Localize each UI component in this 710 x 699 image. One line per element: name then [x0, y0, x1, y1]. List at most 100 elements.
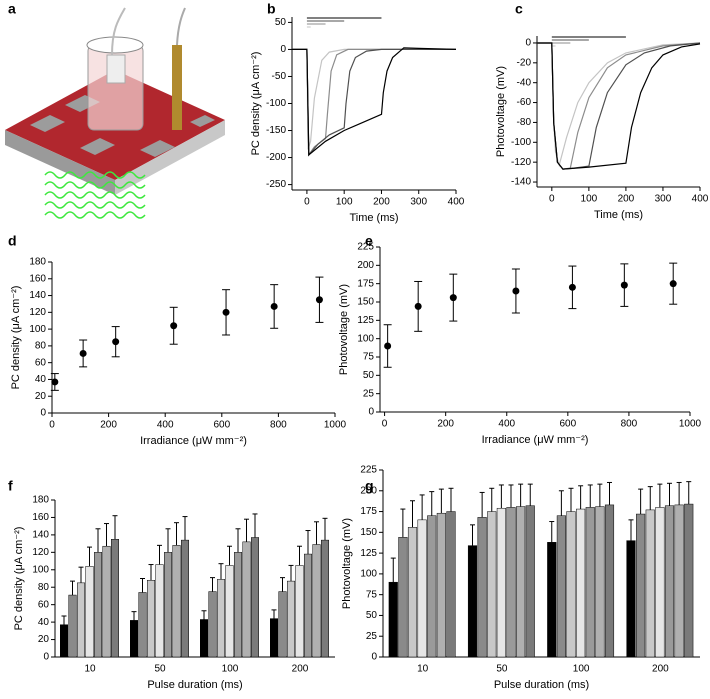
- y-tick-label: 20: [35, 391, 47, 402]
- bar: [487, 511, 497, 658]
- bar: [111, 539, 119, 658]
- bar: [321, 539, 329, 658]
- bar: [655, 507, 665, 658]
- bar: [388, 581, 398, 658]
- y-tick-label: 25: [363, 388, 375, 399]
- x-tick-label: 1000: [324, 420, 347, 431]
- counter-electrode: [172, 45, 182, 130]
- y-tick-label: 125: [357, 315, 374, 326]
- y-tick-label: 160: [32, 512, 49, 523]
- reference-electrode: [106, 54, 126, 84]
- x-tick-label: 200: [373, 197, 390, 208]
- y-tick-label: 80: [38, 582, 50, 593]
- y-tick-label: 60: [38, 599, 50, 610]
- x-axis-label: Time (ms): [594, 209, 643, 221]
- trace: [292, 48, 456, 150]
- bar: [525, 505, 535, 658]
- bar: [626, 540, 636, 658]
- point: [112, 338, 120, 346]
- x-tick-label: 300: [410, 197, 427, 208]
- y-tick-label: 180: [32, 495, 49, 506]
- y-tick-label: -150: [266, 125, 286, 136]
- y-tick-label: 225: [360, 465, 377, 476]
- bar: [147, 579, 155, 658]
- bar: [407, 527, 418, 658]
- y-axis-label: Photovoltage (mV): [495, 66, 507, 157]
- y-tick-label: -120: [511, 157, 531, 168]
- y-tick-label: -40: [517, 77, 532, 88]
- y-tick-label: 50: [366, 610, 378, 621]
- y-tick-label: -50: [272, 71, 287, 82]
- y-tick-label: 50: [275, 17, 287, 28]
- x-tick-label: 0: [304, 197, 310, 208]
- point: [170, 322, 178, 330]
- y-tick-label: 150: [360, 527, 377, 538]
- y-axis-label: PC density (μA cm⁻²): [13, 527, 25, 631]
- x-tick-label: 10: [417, 664, 429, 675]
- point: [414, 302, 422, 310]
- light-waves: [44, 171, 146, 219]
- y-tick-label: 0: [368, 407, 374, 418]
- bar: [506, 507, 516, 658]
- x-axis-label: Time (ms): [349, 212, 398, 224]
- x-axis-label: Irradiance (μW mm⁻²): [482, 434, 589, 446]
- x-tick-label: 800: [621, 419, 638, 430]
- point: [568, 283, 576, 291]
- y-tick-label: 120: [29, 307, 46, 318]
- y-axis-label: PC density (μA cm⁻²): [10, 286, 22, 390]
- x-tick-label: 1000: [679, 419, 702, 430]
- y-axis-label: Photovoltage (mV): [338, 284, 350, 375]
- x-tick-label: 600: [559, 419, 576, 430]
- bar: [312, 544, 321, 658]
- wire: [111, 7, 126, 56]
- point: [51, 378, 59, 386]
- bar: [200, 619, 208, 658]
- y-tick-label: 100: [360, 569, 377, 580]
- x-tick-label: 50: [154, 664, 166, 675]
- y-tick-label: -60: [517, 97, 532, 108]
- x-axis-label: Pulse duration (ms): [494, 679, 589, 691]
- point: [669, 280, 677, 288]
- y-tick-label: 80: [35, 341, 47, 352]
- x-tick-label: 0: [382, 419, 388, 430]
- y-tick-label: 60: [35, 357, 47, 368]
- x-tick-label: 100: [573, 664, 590, 675]
- bar: [172, 545, 181, 658]
- trace: [292, 47, 457, 157]
- x-tick-label: 400: [448, 197, 465, 208]
- y-axis-label: PC density (μA cm⁻²): [250, 52, 262, 156]
- wire: [176, 7, 186, 46]
- bar: [217, 579, 225, 658]
- point: [384, 342, 392, 350]
- bar: [604, 504, 615, 658]
- x-tick-label: 200: [437, 419, 454, 430]
- bar: [130, 620, 138, 658]
- x-tick-label: 200: [618, 194, 635, 205]
- x-tick-label: 0: [549, 194, 555, 205]
- bar: [664, 505, 675, 658]
- x-axis-label: Pulse duration (ms): [147, 679, 242, 691]
- trace: [292, 48, 456, 157]
- y-tick-label: 40: [38, 617, 50, 628]
- y-tick-label: 175: [357, 278, 374, 289]
- point: [620, 281, 628, 289]
- bar: [477, 517, 487, 658]
- panel-label: e: [365, 233, 373, 249]
- bar: [636, 513, 646, 658]
- x-tick-label: 200: [652, 664, 669, 675]
- y-tick-label: 125: [360, 548, 377, 559]
- point: [512, 287, 520, 295]
- y-axis-label: Photovoltage (mV): [341, 518, 353, 609]
- y-tick-label: 0: [43, 652, 49, 663]
- y-tick-label: -100: [511, 137, 531, 148]
- x-tick-label: 100: [581, 194, 598, 205]
- point: [449, 294, 457, 302]
- bar: [68, 594, 77, 658]
- bar: [556, 515, 566, 658]
- device-side: [115, 120, 225, 195]
- bar: [496, 507, 506, 658]
- bar: [576, 508, 586, 658]
- panel-label: c: [515, 1, 523, 17]
- x-tick-label: 10: [84, 664, 96, 675]
